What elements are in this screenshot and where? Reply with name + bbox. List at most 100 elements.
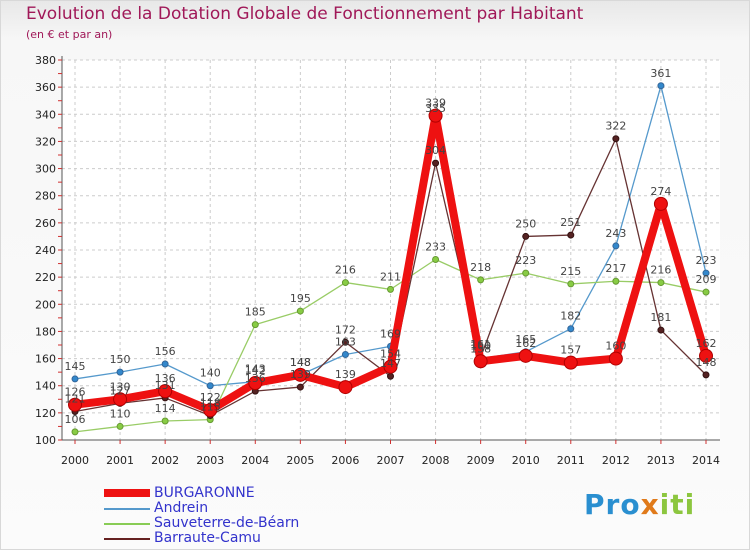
y-tick-label: 200 xyxy=(35,298,56,311)
data-point-burgaronne xyxy=(113,392,128,407)
data-label-barraute-camu: 172 xyxy=(335,323,356,336)
data-label-burgaronne: 126 xyxy=(65,386,86,399)
data-point-barraute-camu xyxy=(522,232,530,240)
y-tick-label: 160 xyxy=(35,353,56,366)
data-label-sauveterre-de-bearn: 216 xyxy=(650,264,671,277)
x-tick-label: 2011 xyxy=(557,454,585,467)
data-point-sauveterre-de-bearn xyxy=(567,280,575,288)
y-tick-label: 360 xyxy=(35,81,56,94)
data-label-burgaronne: 148 xyxy=(290,356,311,369)
data-label-burgaronne: 142 xyxy=(245,364,266,377)
data-label-andrein: 140 xyxy=(200,367,221,380)
data-label-andrein: 165 xyxy=(515,333,536,346)
data-point-andrein xyxy=(702,269,710,277)
data-point-barraute-camu xyxy=(702,371,710,379)
data-point-burgaronne xyxy=(203,403,218,418)
legend-label-sauveterre: Sauveterre-de-Béarn xyxy=(154,515,300,531)
data-label-burgaronne: 139 xyxy=(335,368,356,381)
data-label-andrein: 182 xyxy=(560,310,581,323)
y-tick-label: 380 xyxy=(35,54,56,67)
data-label-barraute-camu: 161 xyxy=(470,338,491,351)
data-point-andrein xyxy=(71,375,79,383)
data-label-sauveterre-de-bearn: 115 xyxy=(200,401,221,414)
y-tick-label: 240 xyxy=(35,244,56,257)
data-point-sauveterre-de-bearn xyxy=(657,279,665,287)
logo-part-2: x xyxy=(640,488,660,521)
legend-swatch-andrein xyxy=(104,508,150,510)
data-point-burgaronne xyxy=(158,384,173,399)
data-point-barraute-camu xyxy=(567,231,575,239)
data-label-sauveterre-de-bearn: 209 xyxy=(696,273,717,286)
data-point-burgaronne xyxy=(653,196,668,211)
data-point-sauveterre-de-bearn xyxy=(612,277,620,285)
data-point-andrein xyxy=(567,325,575,333)
data-point-barraute-camu xyxy=(387,372,394,380)
data-label-barraute-camu: 131 xyxy=(155,379,176,392)
data-label-andrein: 156 xyxy=(155,345,176,358)
data-point-barraute-camu xyxy=(432,159,440,167)
data-point-barraute-camu xyxy=(296,383,304,391)
y-tick-label: 180 xyxy=(35,325,56,338)
y-tick-label: 320 xyxy=(35,135,56,148)
data-point-barraute-camu xyxy=(341,338,349,346)
x-tick-label: 2006 xyxy=(331,454,359,467)
legend-item-barraute: Barraute-Camu xyxy=(104,530,364,546)
data-point-andrein xyxy=(612,242,620,250)
data-point-burgaronne xyxy=(338,380,353,395)
data-label-andrein: 243 xyxy=(605,227,626,240)
data-label-sauveterre-de-bearn: 215 xyxy=(560,265,581,278)
x-tick-label: 2003 xyxy=(196,454,224,467)
data-label-sauveterre-de-bearn: 218 xyxy=(470,261,491,274)
data-label-andrein: 160 xyxy=(470,340,491,353)
data-label-burgaronne: 162 xyxy=(696,337,717,350)
y-tick-label: 340 xyxy=(35,108,56,121)
x-tick-label: 2014 xyxy=(692,454,720,467)
data-point-sauveterre-de-bearn xyxy=(387,285,394,293)
legend-swatch-barraute xyxy=(104,538,150,540)
data-point-sauveterre-de-bearn xyxy=(432,256,440,263)
x-tick-label: 2007 xyxy=(377,454,405,467)
data-label-barraute-camu: 139 xyxy=(290,368,311,381)
data-label-andrein: 150 xyxy=(110,353,131,366)
legend-swatch-sauveterre xyxy=(104,523,150,525)
data-label-burgaronne: 122 xyxy=(200,391,221,404)
data-label-andrein: 335 xyxy=(425,102,446,115)
data-point-burgaronne xyxy=(293,367,308,382)
data-label-burgaronne: 274 xyxy=(650,185,671,198)
legend: BURGARONNE Andrein Sauveterre-de-Béarn B… xyxy=(104,485,364,546)
data-label-burgaronne: 339 xyxy=(425,97,446,110)
data-point-sauveterre-de-bearn xyxy=(161,417,169,425)
data-label-burgaronne: 130 xyxy=(110,380,131,393)
data-label-sauveterre-de-bearn: 216 xyxy=(335,264,356,277)
y-tick-label: 260 xyxy=(35,217,56,230)
data-label-burgaronne: 157 xyxy=(560,344,581,357)
data-point-barraute-camu xyxy=(657,326,665,334)
legend-item-andrein: Andrein xyxy=(104,500,364,516)
data-point-burgaronne xyxy=(473,354,488,369)
y-tick-label: 300 xyxy=(35,163,56,176)
data-point-burgaronne xyxy=(608,351,623,366)
data-point-sauveterre-de-bearn xyxy=(71,428,79,436)
data-label-andrein: 169 xyxy=(380,327,401,340)
data-label-andrein: 143 xyxy=(245,363,266,376)
data-label-andrein: 145 xyxy=(65,360,86,373)
y-tick-label: 140 xyxy=(35,380,56,393)
x-tick-label: 2010 xyxy=(512,454,540,467)
data-label-sauveterre-de-bearn: 217 xyxy=(605,262,626,275)
y-tick-label: 220 xyxy=(35,271,56,284)
y-tick-label: 280 xyxy=(35,190,56,203)
data-point-andrein xyxy=(341,351,349,358)
data-label-barraute-camu: 147 xyxy=(380,357,401,370)
data-point-sauveterre-de-bearn xyxy=(477,276,485,284)
data-label-burgaronne: 162 xyxy=(515,337,536,350)
data-label-sauveterre-de-bearn: 195 xyxy=(290,292,311,305)
data-point-burgaronne xyxy=(248,376,263,390)
data-label-sauveterre-de-bearn: 110 xyxy=(110,407,131,420)
legend-label-barraute: Barraute-Camu xyxy=(154,530,261,546)
chart-title: Evolution de la Dotation Globale de Fonc… xyxy=(26,4,584,24)
data-label-sauveterre-de-bearn: 185 xyxy=(245,306,266,319)
data-label-sauveterre-de-bearn: 223 xyxy=(515,254,536,267)
data-label-sauveterre-de-bearn: 114 xyxy=(155,402,176,415)
data-label-burgaronne: 158 xyxy=(470,342,491,355)
y-tick-label: 120 xyxy=(35,407,56,420)
